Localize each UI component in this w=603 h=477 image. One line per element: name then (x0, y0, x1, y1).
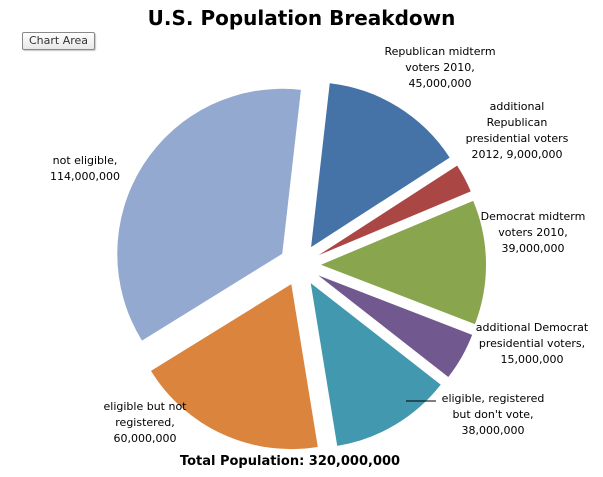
pie-slice-1 (318, 165, 471, 256)
pie-slices (117, 83, 486, 450)
slice-label-democrat-midterm: Democrat midterm voters 2010, 39,000,000 (480, 210, 586, 255)
slice-label-additional-republican: additional Republican presidential voter… (465, 100, 569, 161)
slice-label-registered-non-voters: eligible, registered but don't vote, 38,… (441, 392, 545, 437)
pie-slice-4 (310, 283, 441, 446)
chart-title: U.S. Population Breakdown (147, 6, 456, 30)
pie-slice-3 (318, 275, 473, 377)
pie-slice-0 (311, 83, 450, 248)
slice-label-republican-midterm: Republican midterm voters 2010, 45,000,0… (384, 45, 496, 90)
slice-label-not-registered: eligible but not registered, 60,000,000 (103, 400, 187, 445)
slice-label-additional-democrat: additional Democrat presidential voters,… (475, 321, 589, 366)
pie-slice-2 (321, 200, 486, 325)
pie-slice-6 (117, 88, 301, 341)
pie-slice-5 (150, 284, 318, 450)
slice-label-not-eligible: not eligible, 114,000,000 (50, 154, 120, 183)
chart-area-tooltip: Chart Area (22, 32, 96, 50)
chart-footer: Total Population: 320,000,000 (179, 454, 401, 469)
